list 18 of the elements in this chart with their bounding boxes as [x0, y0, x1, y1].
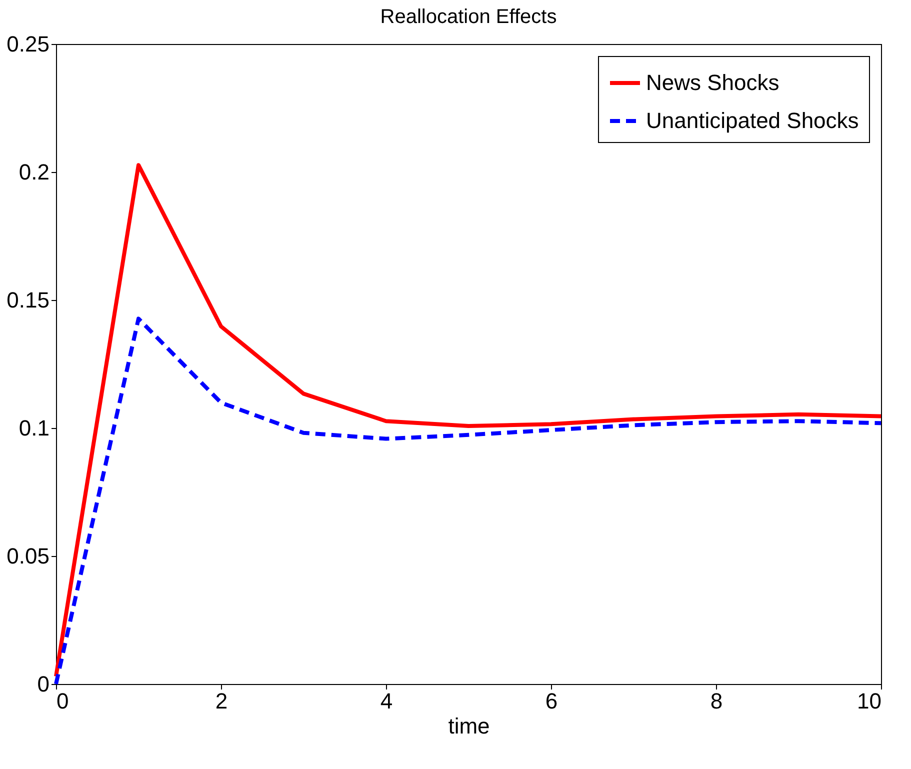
legend-label: News Shocks — [646, 70, 780, 95]
x-tick-label: 6 — [545, 688, 558, 714]
x-tick-label: 2 — [215, 688, 228, 714]
x-tick-label: 10 — [857, 688, 882, 714]
legend-label: Unanticipated Shocks — [646, 108, 859, 133]
y-tick-label: 0.1 — [18, 416, 50, 440]
y-tick-label: 0 — [37, 672, 50, 696]
y-tick-label: 0.15 — [6, 288, 50, 312]
line-series — [54, 316, 883, 686]
y-tick-label: 0.25 — [6, 32, 50, 56]
x-tick-label: 8 — [710, 688, 723, 714]
y-tick-label: 0.05 — [6, 544, 50, 568]
line-series — [54, 163, 883, 678]
x-tick-label: 4 — [380, 688, 393, 714]
x-axis-title: time — [448, 714, 490, 738]
x-tick-label: 0 — [56, 688, 69, 714]
y-tick-label: 0.2 — [18, 160, 50, 184]
chart-title: Reallocation Effects — [380, 6, 557, 28]
